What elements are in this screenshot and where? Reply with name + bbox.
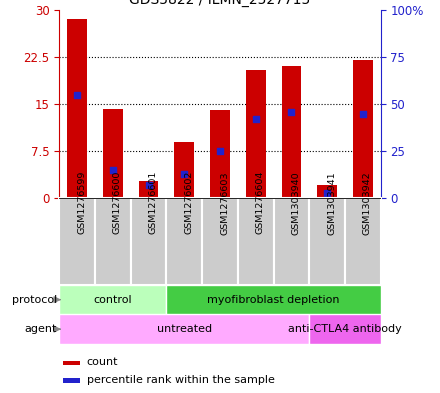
Bar xyxy=(59,198,95,285)
Bar xyxy=(166,198,202,285)
Text: GSM1276604: GSM1276604 xyxy=(256,171,265,235)
Bar xyxy=(309,198,345,285)
Bar xyxy=(95,198,131,285)
Point xyxy=(359,110,366,117)
Text: protocol: protocol xyxy=(12,295,57,305)
Point xyxy=(288,108,295,115)
Point xyxy=(74,92,81,98)
Text: GSM1303940: GSM1303940 xyxy=(291,171,301,235)
Text: count: count xyxy=(87,357,118,367)
Text: GSM1276601: GSM1276601 xyxy=(149,171,158,235)
Point xyxy=(145,182,152,188)
Title: GDS5822 / ILMN_2527715: GDS5822 / ILMN_2527715 xyxy=(129,0,311,7)
Point xyxy=(323,190,330,196)
Point xyxy=(216,148,224,154)
Bar xyxy=(274,198,309,285)
Text: GSM1303942: GSM1303942 xyxy=(363,171,372,235)
Bar xyxy=(238,198,274,285)
Bar xyxy=(131,198,166,285)
Text: GSM1276602: GSM1276602 xyxy=(184,171,193,235)
Bar xyxy=(139,181,158,198)
Bar xyxy=(59,285,166,314)
Text: GSM1276603: GSM1276603 xyxy=(220,171,229,235)
Text: GSM1276600: GSM1276600 xyxy=(113,171,122,235)
Bar xyxy=(353,60,373,198)
Text: untreated: untreated xyxy=(157,324,212,334)
Bar xyxy=(282,66,301,198)
Point xyxy=(110,167,117,173)
Point xyxy=(252,116,259,122)
Text: agent: agent xyxy=(25,324,57,334)
Text: percentile rank within the sample: percentile rank within the sample xyxy=(87,375,275,385)
Bar xyxy=(345,198,381,285)
Bar xyxy=(59,314,309,344)
Bar xyxy=(67,19,87,198)
Text: control: control xyxy=(94,295,132,305)
Bar xyxy=(210,110,230,198)
Text: anti-CTLA4 antibody: anti-CTLA4 antibody xyxy=(288,324,402,334)
Point xyxy=(181,171,188,177)
Bar xyxy=(62,378,80,383)
Bar xyxy=(62,361,80,365)
Bar xyxy=(175,142,194,198)
Bar xyxy=(166,285,381,314)
Bar xyxy=(309,314,381,344)
Text: GSM1276599: GSM1276599 xyxy=(77,171,86,235)
Bar xyxy=(202,198,238,285)
Bar xyxy=(103,109,123,198)
Bar xyxy=(317,185,337,198)
Text: GSM1303941: GSM1303941 xyxy=(327,171,336,235)
Text: myofibroblast depletion: myofibroblast depletion xyxy=(207,295,340,305)
Bar xyxy=(246,70,265,198)
